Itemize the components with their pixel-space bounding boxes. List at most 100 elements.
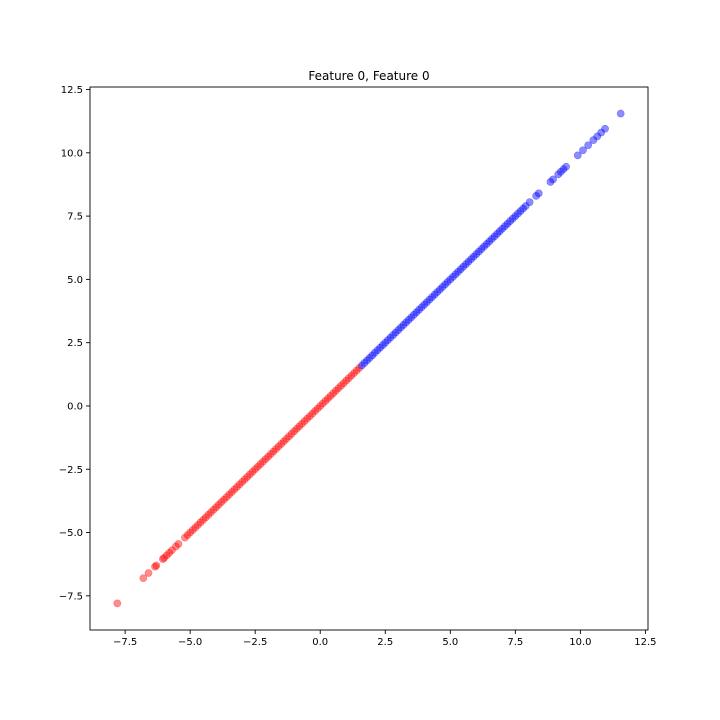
data-point <box>559 165 568 174</box>
data-point <box>420 300 429 309</box>
x-tick-label: −7.5 <box>113 637 137 648</box>
data-point <box>378 341 387 350</box>
x-tick-label: 7.5 <box>507 637 523 648</box>
data-point <box>422 298 431 307</box>
data-point <box>158 555 167 564</box>
data-point <box>546 178 555 186</box>
data-point <box>508 214 517 223</box>
data-point <box>584 141 593 150</box>
data-point <box>230 485 239 494</box>
data-point <box>207 508 215 517</box>
data-point <box>495 227 504 236</box>
data-point <box>469 252 478 261</box>
data-point <box>235 480 244 489</box>
data-point <box>396 323 405 332</box>
data-point <box>251 465 260 474</box>
data-point <box>326 391 335 400</box>
data-point <box>344 374 353 383</box>
data-point <box>300 417 309 426</box>
data-point <box>516 207 525 215</box>
x-tick-label: 5.0 <box>442 637 458 648</box>
x-tick-label: −2.5 <box>243 637 267 648</box>
data-point <box>573 151 582 160</box>
data-point <box>472 250 481 258</box>
data-point <box>363 356 371 365</box>
data-point <box>233 483 241 491</box>
data-point <box>415 305 423 314</box>
data-point <box>412 308 421 317</box>
data-point <box>225 490 234 499</box>
data-point <box>506 217 515 226</box>
data-point <box>337 381 345 390</box>
x-tick-label: 2.5 <box>377 637 393 648</box>
data-point <box>113 599 122 608</box>
data-point <box>246 470 254 479</box>
data-point <box>438 283 447 291</box>
data-point <box>383 336 392 345</box>
data-point <box>222 493 231 501</box>
data-point <box>339 379 348 388</box>
data-point <box>298 419 306 428</box>
data-point <box>160 553 169 562</box>
data-point <box>256 460 265 469</box>
data-point <box>389 331 397 339</box>
data-point <box>477 245 486 253</box>
data-point <box>467 255 475 264</box>
data-point <box>381 338 390 347</box>
data-point <box>417 303 426 312</box>
data-point <box>204 510 213 519</box>
data-point <box>482 240 491 248</box>
data-point <box>464 257 473 266</box>
data-point <box>404 315 413 324</box>
data-point <box>490 232 499 241</box>
data-point <box>616 109 625 118</box>
y-tick-label: −7.5 <box>59 591 83 602</box>
data-point <box>485 237 494 246</box>
data-point <box>279 437 288 446</box>
data-point <box>212 503 221 512</box>
data-point <box>441 280 449 289</box>
data-point <box>303 414 312 423</box>
data-point <box>243 472 252 481</box>
data-point <box>277 440 286 448</box>
data-point <box>501 222 509 231</box>
data-point <box>240 475 249 484</box>
data-point <box>217 498 226 507</box>
data-point <box>503 219 512 228</box>
data-point <box>425 295 434 304</box>
data-point <box>287 429 296 438</box>
data-point <box>181 533 189 542</box>
y-tick-label: 7.5 <box>67 212 83 223</box>
data-point <box>165 548 174 557</box>
data-point <box>194 521 202 529</box>
data-point <box>290 427 299 436</box>
data-point <box>373 346 382 355</box>
data-point <box>391 328 400 337</box>
data-point <box>162 551 171 560</box>
data-point <box>459 262 468 271</box>
data-point <box>370 348 379 357</box>
data-point <box>514 209 522 218</box>
data-point <box>589 136 598 145</box>
data-point <box>269 447 278 456</box>
data-point <box>313 404 322 413</box>
data-point <box>308 409 317 418</box>
data-point <box>409 310 418 319</box>
data-point <box>360 359 369 367</box>
chart-title: Feature 0, Feature 0 <box>308 69 429 83</box>
data-point <box>238 478 247 486</box>
data-point <box>144 569 153 577</box>
data-point <box>329 389 338 398</box>
data-point <box>562 162 570 171</box>
data-point <box>174 540 183 548</box>
data-point <box>282 434 291 443</box>
data-point <box>264 452 273 461</box>
y-tick-label: −2.5 <box>59 465 83 476</box>
data-point <box>311 407 319 415</box>
data-point <box>151 562 159 571</box>
plot-marks <box>113 109 625 608</box>
data-point <box>556 167 565 176</box>
data-point <box>342 376 351 385</box>
data-point <box>593 132 602 141</box>
data-point <box>259 457 267 466</box>
